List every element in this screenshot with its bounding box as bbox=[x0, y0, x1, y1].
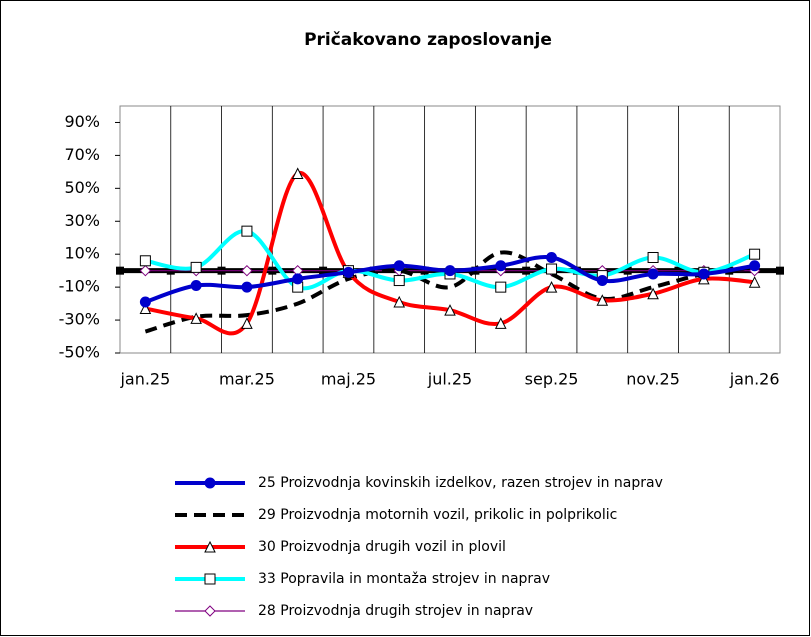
plot-area bbox=[119, 105, 781, 354]
point bbox=[748, 276, 761, 288]
series-line bbox=[144, 250, 755, 334]
x-tick-label: jan.26 bbox=[729, 370, 780, 389]
y-tick-label: -50% bbox=[59, 343, 100, 362]
x-tick-label: maj.25 bbox=[321, 370, 376, 389]
x-tick-label: nov.25 bbox=[626, 370, 680, 389]
legend: 25 Proizvodnja kovinskih izdelkov, razen… bbox=[175, 475, 663, 619]
axis-marker bbox=[776, 266, 784, 275]
point bbox=[292, 273, 304, 285]
point bbox=[494, 317, 507, 329]
y-tick-label: 90% bbox=[64, 112, 100, 131]
point bbox=[204, 573, 216, 585]
point bbox=[647, 251, 659, 263]
point bbox=[139, 255, 151, 267]
point bbox=[749, 260, 761, 272]
point bbox=[444, 304, 456, 316]
point bbox=[393, 295, 406, 308]
axis-marker bbox=[116, 266, 124, 275]
point bbox=[204, 605, 216, 617]
point bbox=[204, 477, 216, 489]
point bbox=[241, 317, 253, 329]
point bbox=[393, 275, 405, 287]
point bbox=[241, 264, 253, 277]
x-tick-label: jan.25 bbox=[119, 370, 170, 389]
point bbox=[647, 268, 659, 280]
point bbox=[190, 279, 202, 291]
y-tick-label: -10% bbox=[59, 277, 100, 296]
plot bbox=[139, 167, 761, 336]
y-tick-label: -30% bbox=[59, 310, 100, 329]
x-tick-label: jul.25 bbox=[427, 370, 472, 389]
point bbox=[546, 251, 558, 263]
point bbox=[545, 281, 558, 293]
point bbox=[596, 294, 609, 306]
point bbox=[291, 167, 304, 180]
legend-label: 25 Proizvodnja kovinskih izdelkov, razen… bbox=[258, 475, 663, 491]
point bbox=[393, 260, 405, 272]
point bbox=[698, 268, 710, 280]
point bbox=[139, 296, 151, 308]
legend-label: 29 Proizvodnja motornih vozil, prikolic … bbox=[258, 507, 617, 523]
x-tick-label: mar.25 bbox=[219, 370, 275, 389]
point bbox=[241, 225, 253, 237]
point bbox=[749, 248, 761, 260]
point bbox=[190, 261, 202, 273]
point bbox=[342, 266, 354, 278]
y-tick-label: 50% bbox=[64, 178, 100, 197]
point bbox=[495, 281, 507, 293]
y-tick-label: 30% bbox=[64, 211, 100, 230]
point bbox=[190, 312, 202, 324]
legend-label: 33 Popravila in montaža strojev in napra… bbox=[258, 571, 550, 587]
point bbox=[139, 302, 152, 315]
point bbox=[546, 263, 558, 275]
chart-title: Pričakovano zaposlovanje bbox=[304, 30, 552, 50]
point bbox=[204, 540, 216, 553]
point bbox=[596, 275, 608, 287]
point bbox=[241, 281, 253, 293]
y-tick-label: 10% bbox=[64, 244, 100, 263]
point bbox=[495, 260, 507, 272]
point bbox=[139, 264, 152, 277]
point bbox=[444, 265, 456, 277]
grid: -50% -30% -10% 10% 30% 50% 70% 90% jan.25 mar.25 m… bbox=[59, 105, 784, 389]
legend-label: 28 Proizvodnja drugih strojev in naprav bbox=[258, 603, 533, 619]
legend-label: 30 Proizvodnja drugih vozil in plovil bbox=[258, 539, 506, 555]
point bbox=[647, 287, 659, 300]
y-tick-label: 70% bbox=[64, 145, 100, 164]
x-tick-label: sep.25 bbox=[525, 370, 579, 389]
